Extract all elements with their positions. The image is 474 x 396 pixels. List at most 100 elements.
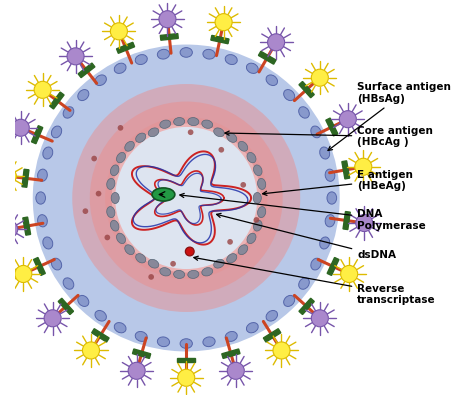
Ellipse shape [283,89,295,101]
Ellipse shape [311,126,321,138]
Ellipse shape [225,55,237,65]
Ellipse shape [36,192,46,204]
Ellipse shape [43,147,53,159]
Circle shape [115,127,257,269]
Ellipse shape [43,237,53,249]
Polygon shape [327,257,339,276]
Ellipse shape [311,258,321,270]
Ellipse shape [254,165,262,176]
Circle shape [356,215,373,232]
Circle shape [178,369,195,386]
Ellipse shape [95,75,106,86]
Ellipse shape [247,233,256,244]
Ellipse shape [266,75,277,86]
Ellipse shape [188,270,199,278]
Ellipse shape [188,118,199,126]
Circle shape [15,265,32,282]
Ellipse shape [78,89,89,101]
Polygon shape [222,349,240,358]
Circle shape [159,11,176,28]
Circle shape [339,110,356,128]
Circle shape [90,101,283,295]
Ellipse shape [110,165,119,176]
Ellipse shape [238,141,248,151]
Ellipse shape [202,120,213,128]
Ellipse shape [180,48,192,57]
Ellipse shape [135,331,147,341]
Ellipse shape [266,310,277,321]
Ellipse shape [203,337,215,346]
Ellipse shape [136,253,146,263]
Circle shape [0,168,16,185]
Ellipse shape [246,63,258,73]
Circle shape [12,119,29,136]
Ellipse shape [114,323,126,333]
Polygon shape [31,126,43,144]
Circle shape [82,208,88,214]
Ellipse shape [173,118,185,126]
Text: E antigen
(HBeAg): E antigen (HBeAg) [263,169,413,195]
Polygon shape [299,82,314,98]
Ellipse shape [95,310,106,321]
Ellipse shape [257,179,266,189]
Ellipse shape [160,268,171,276]
Circle shape [72,84,300,312]
Circle shape [91,156,97,162]
Ellipse shape [160,120,171,128]
Ellipse shape [107,179,115,189]
Polygon shape [117,42,135,53]
Polygon shape [258,51,276,64]
Ellipse shape [254,220,262,231]
Polygon shape [58,298,73,314]
Circle shape [112,124,261,272]
Circle shape [219,147,224,152]
Circle shape [82,342,100,359]
Circle shape [96,191,101,196]
Ellipse shape [117,152,126,163]
Polygon shape [211,35,229,44]
Circle shape [44,310,61,327]
Circle shape [227,362,244,379]
Circle shape [254,217,259,223]
Ellipse shape [202,268,213,276]
Ellipse shape [246,323,258,333]
Ellipse shape [136,133,146,143]
Ellipse shape [283,295,295,307]
Ellipse shape [173,270,185,278]
Circle shape [355,158,372,175]
Ellipse shape [125,141,134,151]
Polygon shape [343,211,350,230]
Polygon shape [23,217,31,235]
Circle shape [67,48,84,65]
Ellipse shape [203,50,215,59]
Circle shape [215,13,232,30]
Polygon shape [34,257,46,276]
Ellipse shape [78,295,89,307]
Polygon shape [133,349,151,358]
Ellipse shape [320,147,329,159]
Ellipse shape [148,128,159,137]
Ellipse shape [63,278,74,289]
Ellipse shape [214,259,224,268]
Ellipse shape [152,188,175,201]
Circle shape [188,129,193,135]
Circle shape [33,44,340,352]
Ellipse shape [157,50,170,59]
Polygon shape [264,329,281,342]
Ellipse shape [299,107,310,118]
Ellipse shape [117,233,126,244]
Circle shape [0,221,18,238]
Ellipse shape [325,215,335,227]
Ellipse shape [227,253,237,263]
Ellipse shape [247,152,256,163]
Polygon shape [91,329,109,342]
Text: dsDNA: dsDNA [217,213,396,260]
Ellipse shape [37,215,47,227]
Ellipse shape [63,107,74,118]
Ellipse shape [37,169,47,181]
Circle shape [170,261,176,267]
Ellipse shape [253,192,261,204]
Circle shape [185,247,194,256]
Circle shape [118,125,123,131]
Polygon shape [78,63,95,78]
